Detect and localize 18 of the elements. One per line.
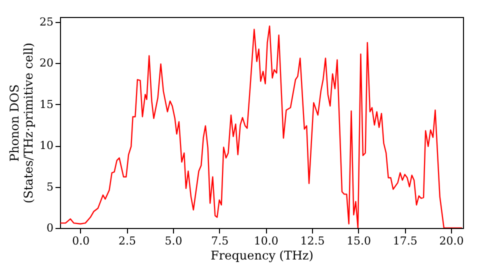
- line-series: [60, 25, 463, 228]
- x-tick-label: 7.5: [211, 234, 229, 248]
- y-axis-title: Phonon DOS (States/THz·primitive cell): [8, 42, 36, 204]
- x-tick-label: 10.0: [254, 234, 278, 248]
- y-tick-label: 5: [46, 180, 54, 194]
- y-tick-label: 15: [40, 98, 54, 111]
- y-tick-label: 0: [46, 222, 54, 234]
- y-tick-label: 10: [40, 139, 54, 152]
- x-tick-label: 20.0: [439, 234, 464, 248]
- x-tick-label: 15.0: [346, 234, 372, 248]
- y-tick-label: 20: [40, 56, 54, 70]
- x-axis-title: Frequency (THz): [210, 248, 314, 262]
- x-tick-label: 12.5: [300, 234, 325, 248]
- x-tick-label: 2.5: [118, 234, 136, 248]
- x-tick-label: 0.0: [72, 234, 90, 248]
- x-tick-label: 5.0: [164, 234, 182, 248]
- y-tick-label: 25: [40, 15, 54, 28]
- x-tick-label: 17.5: [392, 234, 418, 248]
